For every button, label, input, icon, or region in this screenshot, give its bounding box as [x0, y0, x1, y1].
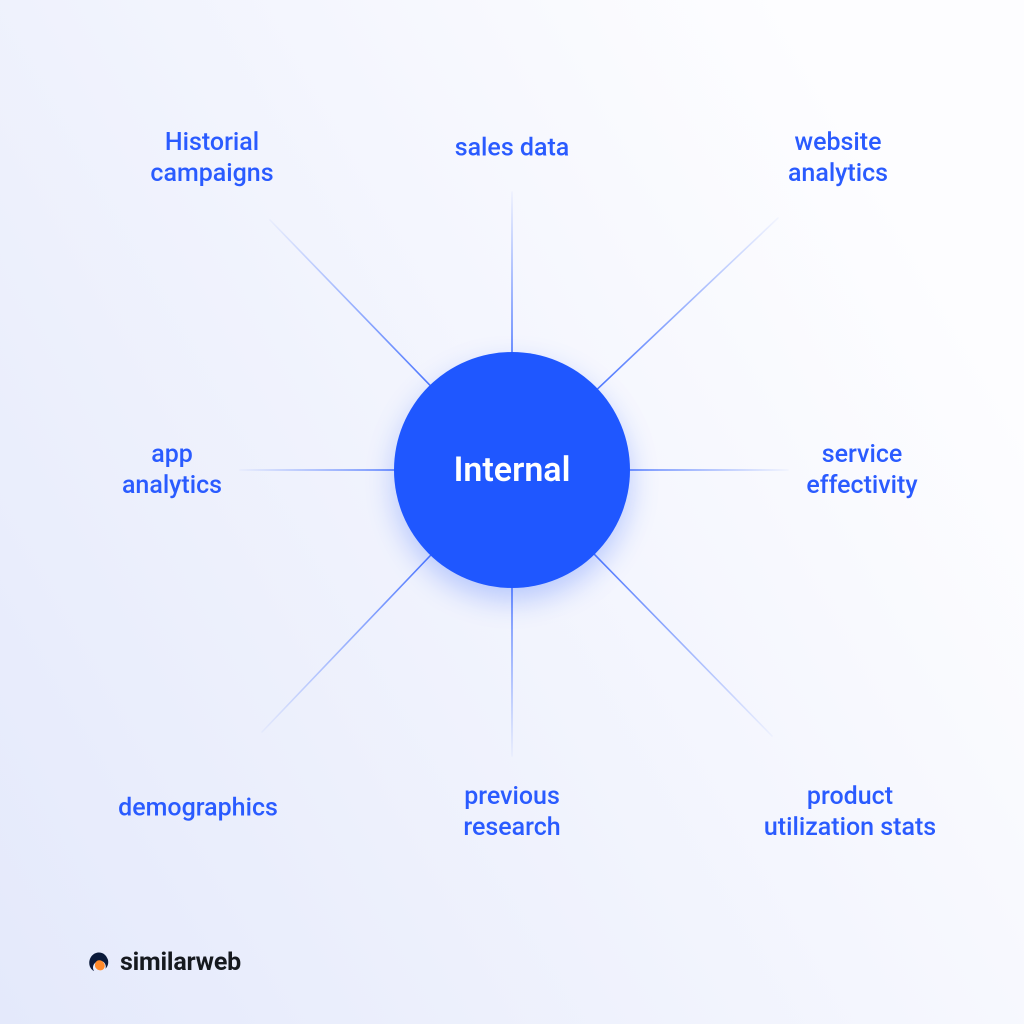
brand-logo-icon [86, 950, 112, 976]
spoke-label: app analytics [122, 439, 222, 502]
brand-logo: similarweb [86, 948, 241, 977]
spoke-label: service effectivity [806, 439, 917, 502]
center-node-label: Internal [454, 450, 571, 490]
diagram-canvas: Internal Historial campaigns sales data we… [0, 0, 1024, 1024]
spoke-label: Historial campaigns [150, 127, 273, 190]
spoke-label: demographics [118, 792, 278, 823]
spoke-label: sales data [455, 132, 570, 163]
spoke-label: previous research [463, 781, 560, 844]
brand-logo-text: similarweb [120, 948, 241, 977]
center-node: Internal [394, 352, 630, 588]
spoke-label: product utilization stats [764, 781, 936, 844]
spoke-label: website analytics [788, 127, 888, 190]
